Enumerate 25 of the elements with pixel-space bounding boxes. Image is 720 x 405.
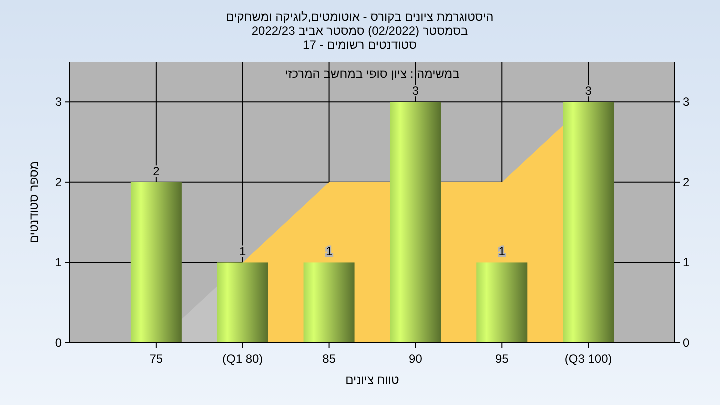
y-tick-label: 2: [55, 175, 62, 190]
bar: [130, 182, 182, 343]
y2-tick-label: 2: [683, 175, 690, 190]
data-label: 1: [498, 244, 506, 259]
x-tick-label: 95: [495, 352, 510, 366]
x-axis-title: טווח ציונים: [346, 373, 400, 387]
x-tick-label: 75: [150, 352, 164, 366]
bar: [304, 262, 355, 343]
y-tick-label: 0: [55, 336, 62, 350]
y-tick-label: 3: [55, 95, 62, 110]
x-tick-label: 85: [322, 352, 336, 366]
bar: [390, 102, 442, 343]
bar: [563, 102, 614, 343]
y2-tick-label: 1: [683, 256, 690, 270]
chart-title: היסטוגרמת ציונים בקורס - אוטומטים,לוגיקה ומשחקים: [226, 10, 494, 24]
bar: [476, 262, 528, 343]
x-tick-label: (Q1 80): [222, 352, 264, 366]
y2-tick-label: 3: [683, 95, 690, 110]
chart-subtitle: בסמסטר (02/2022) סמסטר אביב 2022/23 סטודנטים רשומים - 17: [252, 24, 468, 52]
y-axis-title: מספר סטודנטים: [27, 161, 41, 244]
y-tick-label: 1: [55, 256, 62, 270]
y2-tick-label: 0: [683, 336, 690, 350]
x-tick-label: 90: [409, 352, 423, 366]
data-label: 1: [326, 244, 333, 259]
x-tick-label: (Q3 100): [564, 352, 612, 366]
